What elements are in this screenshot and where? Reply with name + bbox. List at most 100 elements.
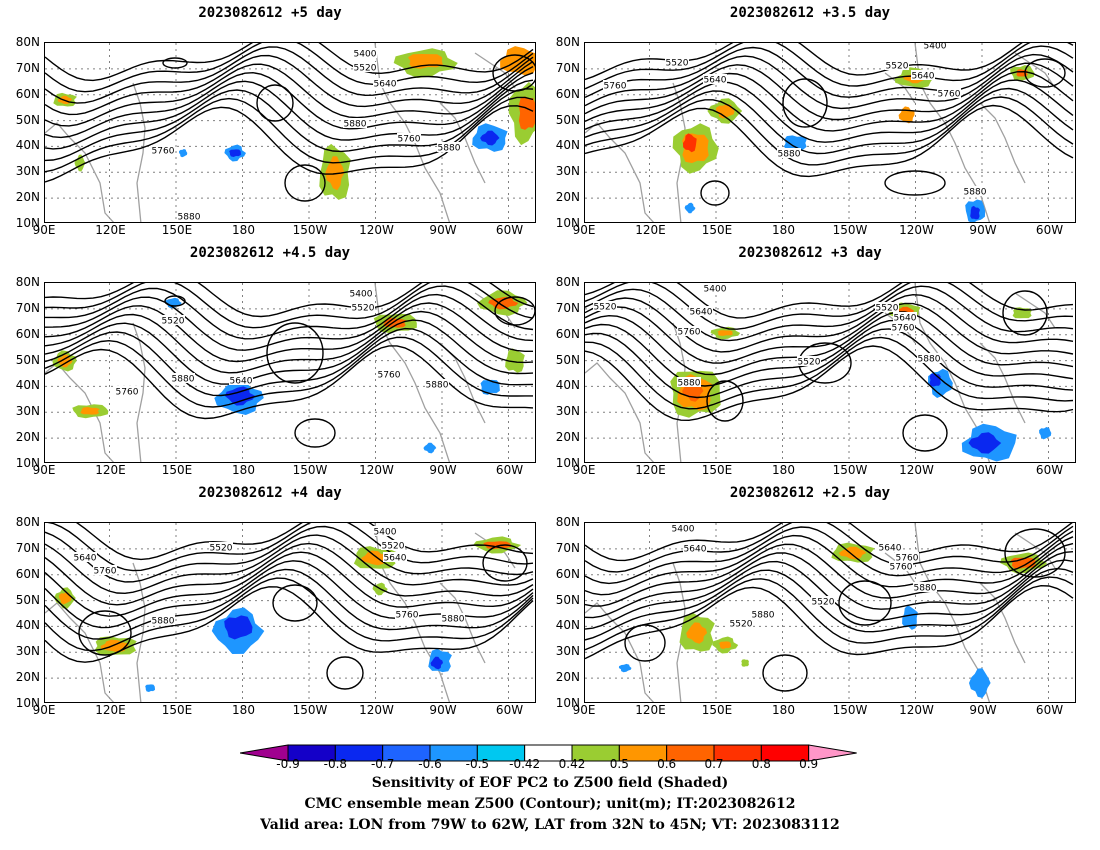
contour-label-bg [353,48,377,58]
z500-contour [45,551,534,617]
z500-contour [585,576,1074,651]
contour-label: 5520 [352,304,375,314]
lon-tick-label: 60W [1035,463,1064,477]
contour-label: 5880 [752,611,775,621]
z500-contour [585,70,1074,132]
contour-label: 5400 [354,50,377,60]
lon-tick-label: 120W [359,463,394,477]
contour-label: 5880 [918,355,941,365]
z500-contour [585,96,1074,166]
contour-label-bg [703,74,727,84]
lon-tick-label: 150E [701,703,733,717]
contour-label: 5760 [678,328,701,338]
z500-contour [45,79,534,150]
contour-label-bg [923,43,947,50]
contour-label-bg [677,326,701,336]
z500-contour [45,63,534,127]
lat-tick-label: 50N [555,112,580,127]
panel-title: 2023082612 +2.5 day [729,485,891,501]
lon-tick-label: 180 [232,463,255,477]
panel-plus-3-day: 2023082612 +3 day 80N 70N 60N 50N 40N 30N 20N 10… [540,244,1080,484]
sensitivity-shading [483,541,512,550]
colorbar-label: -0.9 [276,757,300,771]
contour-label: 5520 [730,620,753,630]
contour-label-bg [875,302,899,312]
lon-tick-label: 90W [969,703,997,717]
z500-contour [45,568,534,640]
coastline [132,82,146,222]
panel-plus-3-5-day: 2023082612 +3.5 day 80N 70N 60N 50N 40N 30N 20N… [540,4,1080,244]
sensitivity-shading [686,622,708,644]
contour-label: 5880 [178,213,201,223]
lat-tick-label: 70N [555,300,580,315]
contour-label: 5880 [172,375,195,385]
sensitivity-shading [719,641,731,649]
sensitivity-shading [716,103,735,119]
lat-tick-label: 50N [555,592,580,607]
contour-label: 5760 [604,82,627,92]
z500-contour [482,544,528,582]
z500-contour [45,577,534,652]
lat-tick-label: 10N [15,216,40,230]
sensitivity-shading [80,407,100,415]
colorbar-label: -0.5 [465,757,490,771]
contour-label-bg [229,375,253,385]
contour-label-bg [878,542,902,552]
sensitivity-shading [423,442,437,454]
contour-label-bg [373,526,397,536]
panel-plus-4-5-day: 2023082612 +4.5 day 80N 70N 60N 50N 40N 30N 20N… [0,244,540,484]
panel-title: 2023082612 +3 day [738,245,882,261]
sensitivity-shading [684,202,696,214]
sensitivity-shading [74,154,86,172]
z500-contour [45,54,534,116]
z500-contour [585,534,1074,596]
map-plot: 5400 5520 5520 5640 5760 5640 5880 5760 5880 [45,523,535,702]
contour-label-bg [885,60,909,70]
sensitivity-shading [505,348,525,373]
contour-label: 5760 [938,90,961,100]
map-plot: 5400 5520 5520 5760 5880 5640 5760 5880 [45,283,535,462]
z500-contour [585,293,1074,353]
z500-contour [45,525,534,583]
lat-tick-label: 80N [555,35,580,49]
contour-label-bg [593,301,617,311]
lon-tick-label: 180 [772,703,795,717]
contour-label-bg [895,552,919,562]
contour-label: 5880 [438,144,461,154]
contour-label-bg [917,353,941,363]
contour-label-bg [963,186,987,196]
caption-line-3: Valid area: LON from 79W to 62W, LAT fro… [260,817,840,833]
contour-label-bg [683,543,707,553]
lon-tick-label: 150E [161,463,193,477]
sensitivity-shading [480,379,500,395]
lat-tick-label: 60N [15,326,40,341]
contour-label: 5640 [879,544,902,554]
lon-tick-label: 120W [899,703,934,717]
lon-tick-label: 90E [572,223,596,237]
lon-tick-label: 90W [429,703,457,717]
lon-tick-label: 150W [832,223,868,237]
lat-tick-label: 50N [15,592,40,607]
coastline [585,122,655,222]
lon-tick-label: 60W [495,463,524,477]
lat-tick-label: 20N [555,190,580,205]
contour-label: 5880 [344,120,367,130]
lat-tick-label: 40N [555,138,580,153]
contour-label-bg [209,542,233,552]
colorbar-label: -0.6 [418,757,442,771]
z500-contour [585,319,1074,387]
contour-label: 5880 [152,617,175,627]
lon-tick-label: 180 [772,223,795,237]
contour-label: 5520 [382,542,405,552]
contour-label-bg [665,57,689,67]
map-area: 5400 5640 5520 5640 5760 5760 5880 5520 5880 [584,522,1076,703]
coastline [979,342,1026,424]
contour-label-bg [381,540,405,550]
sensitivity-shading [929,373,941,387]
coastline [585,602,655,702]
sensitivity-shading [430,656,443,670]
z500-contour [326,656,364,690]
z500-contour [45,336,533,408]
lon-tick-label: 120E [635,463,666,477]
